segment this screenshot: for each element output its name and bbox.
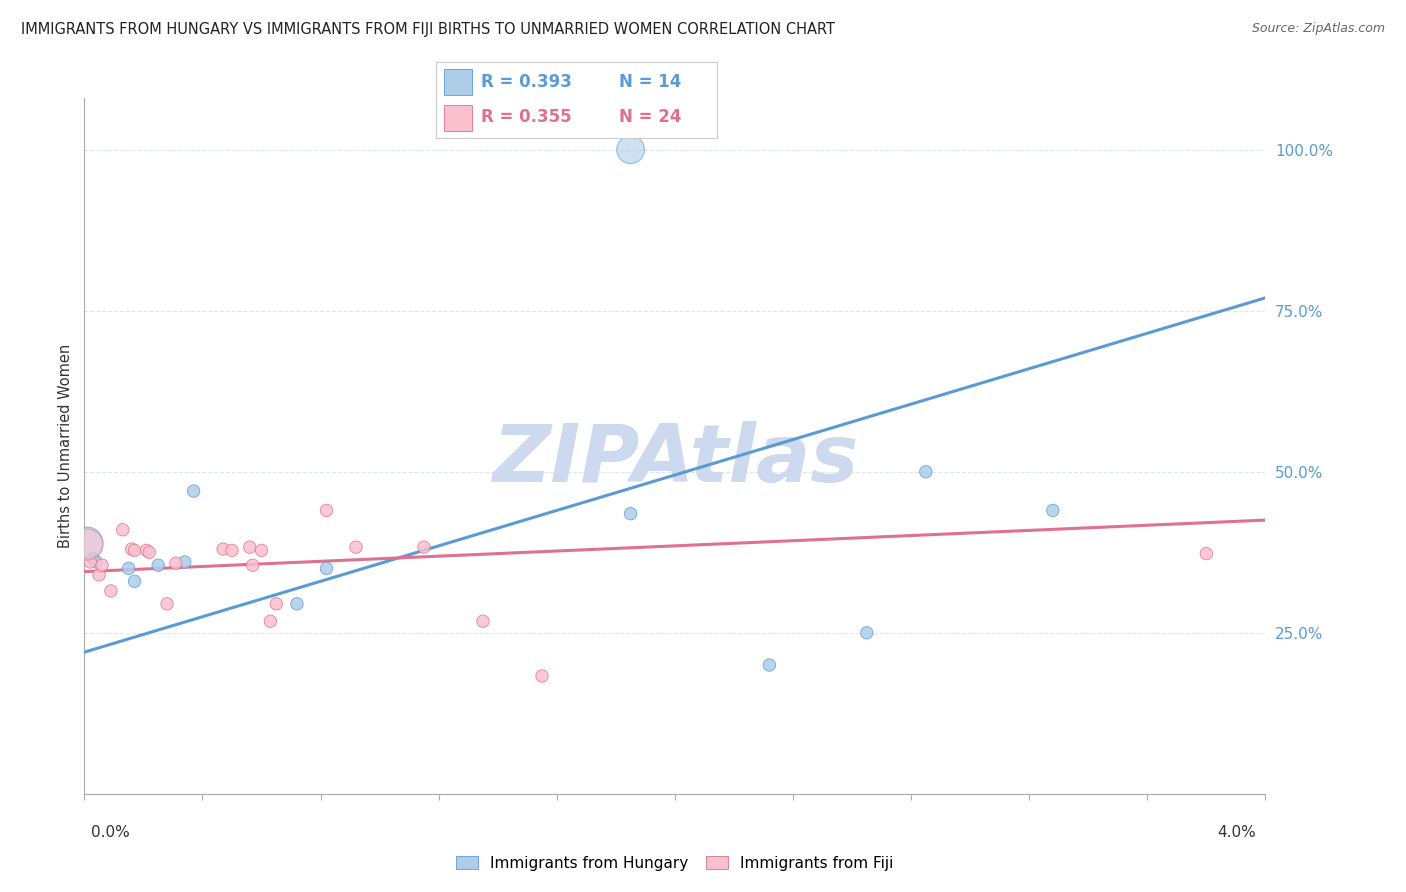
Point (138, 545, 160, 559)
Point (82, 551, 104, 566)
Point (84, 555, 107, 569)
Point (183, 484, 205, 499)
Point (915, 465, 938, 479)
Point (221, 543, 243, 558)
Point (264, 597, 288, 611)
Point (121, 542, 143, 557)
Text: R = 0.393: R = 0.393 (481, 73, 572, 91)
Point (531, 669, 554, 683)
Point (173, 555, 195, 569)
Point (413, 540, 436, 554)
Y-axis label: Births to Unmarried Women: Births to Unmarried Women (58, 344, 73, 548)
Point (165, 556, 187, 570)
Point (156, 597, 179, 611)
Point (1195, 547, 1218, 561)
Point (76, 537, 98, 551)
Point (855, 625, 877, 640)
Point (344, 540, 367, 554)
Text: ZIPAtlas: ZIPAtlas (492, 421, 858, 499)
Point (472, 614, 495, 628)
Point (619, 507, 641, 521)
Point (242, 558, 264, 573)
Point (87, 567, 111, 582)
Bar (444, 70, 472, 95)
Point (758, 658, 780, 673)
Point (619, 143, 641, 157)
Point (76, 535, 98, 549)
Text: N = 14: N = 14 (619, 73, 681, 91)
Point (250, 543, 273, 558)
Point (212, 542, 235, 557)
Point (91, 558, 114, 573)
Legend: Immigrants from Hungary, Immigrants from Fiji: Immigrants from Hungary, Immigrants from… (450, 849, 900, 877)
Text: R = 0.355: R = 0.355 (481, 108, 571, 126)
Point (135, 543, 157, 558)
Text: 0.0%: 0.0% (91, 825, 131, 840)
Text: Source: ZipAtlas.com: Source: ZipAtlas.com (1251, 22, 1385, 36)
Point (315, 561, 337, 575)
Text: IMMIGRANTS FROM HUNGARY VS IMMIGRANTS FROM FIJI BIRTHS TO UNMARRIED WOMEN CORREL: IMMIGRANTS FROM HUNGARY VS IMMIGRANTS FR… (21, 22, 835, 37)
Point (148, 558, 170, 573)
Point (315, 503, 337, 517)
Point (259, 614, 281, 628)
Point (100, 584, 122, 599)
Bar (444, 105, 472, 130)
Point (118, 561, 141, 575)
Point (1042, 503, 1064, 517)
Point (79, 555, 101, 569)
Text: 4.0%: 4.0% (1216, 825, 1256, 840)
Point (124, 574, 146, 589)
Text: N = 24: N = 24 (619, 108, 681, 126)
Point (111, 523, 134, 537)
Point (239, 540, 262, 554)
Point (285, 597, 308, 611)
Point (124, 543, 146, 558)
